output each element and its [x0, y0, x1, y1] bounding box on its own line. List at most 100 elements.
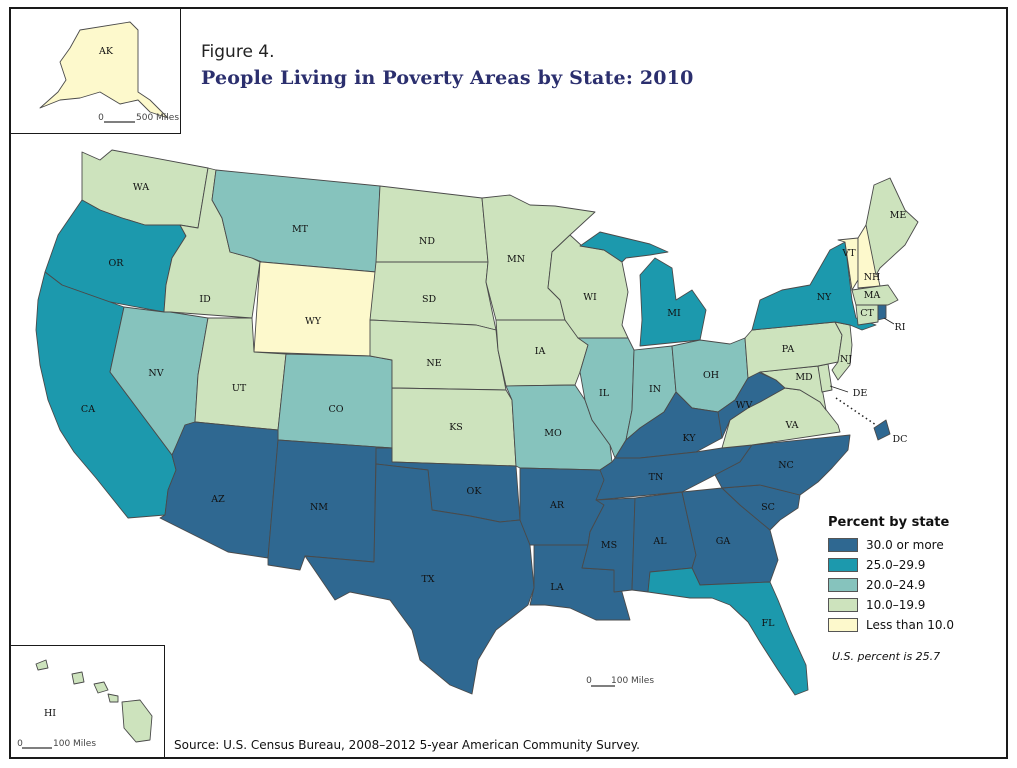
legend-swatch	[828, 618, 858, 632]
legend-swatch	[828, 578, 858, 592]
label-ME: ME	[890, 210, 907, 221]
label-VA: VA	[784, 420, 798, 431]
scale-zero-alaska: 0	[98, 113, 104, 123]
label-TN: TN	[649, 472, 664, 483]
label-NV: NV	[148, 368, 163, 379]
label-NM: NM	[310, 502, 328, 513]
label-IA: IA	[535, 346, 546, 357]
label-AK: AK	[98, 46, 114, 57]
label-PA: PA	[782, 344, 795, 355]
legend: Percent by state 30.0 or more 25.0–29.9 …	[828, 515, 998, 636]
label-LA: LA	[550, 582, 563, 593]
label-DC: DC	[893, 434, 908, 445]
legend-label: Less than 10.0	[866, 618, 954, 632]
legend-item: Less than 10.0	[828, 616, 998, 634]
label-OK: OK	[467, 486, 483, 497]
state-NC	[714, 434, 851, 496]
legend-item: 10.0–19.9	[828, 596, 998, 614]
state-AZ	[159, 421, 279, 559]
label-KS: KS	[449, 422, 463, 433]
state-FL	[647, 567, 809, 696]
ri-leader-line	[883, 317, 895, 325]
scale-zero-main: 0	[586, 676, 592, 686]
state-NJ	[831, 321, 853, 381]
scale-bar-alaska: 0 500 Miles	[98, 113, 179, 123]
legend-swatch	[828, 558, 858, 572]
label-CA: CA	[81, 404, 95, 415]
state-CO	[277, 353, 393, 449]
us-percent-note: U.S. percent is 25.7	[832, 650, 941, 663]
label-ID: ID	[199, 294, 211, 305]
label-OH: OH	[703, 370, 719, 381]
dc-leader-line	[835, 397, 877, 426]
label-NH: NH	[864, 272, 881, 283]
state-NH	[857, 224, 881, 289]
figure-title: People Living in Poverty Areas by State:…	[201, 67, 694, 89]
state-MI	[579, 231, 707, 347]
label-NE: NE	[426, 358, 441, 369]
hawaii-inset-frame	[9, 645, 165, 759]
label-VT: VT	[841, 248, 856, 259]
label-MD: MD	[795, 372, 813, 383]
label-MN: MN	[507, 254, 525, 265]
state-AK	[39, 21, 169, 119]
label-UT: UT	[232, 383, 247, 394]
state-RI	[877, 304, 887, 321]
label-DE: DE	[853, 388, 868, 399]
legend-swatch	[828, 598, 858, 612]
state-HI	[35, 659, 153, 743]
label-MA: MA	[864, 290, 881, 301]
state-IL	[577, 337, 635, 459]
label-AZ: AZ	[210, 494, 225, 505]
scale-label-main: 100 Miles	[611, 676, 654, 686]
label-SC: SC	[761, 502, 775, 513]
label-SD: SD	[422, 294, 437, 305]
label-WA: WA	[133, 182, 149, 193]
label-MT: MT	[292, 224, 309, 235]
legend-label: 10.0–19.9	[866, 598, 926, 612]
label-AR: AR	[549, 500, 565, 511]
state-ME	[865, 177, 919, 276]
legend-label: 30.0 or more	[866, 538, 944, 552]
source-note: Source: U.S. Census Bureau, 2008–2012 5-…	[174, 738, 640, 752]
scale-bar-main: 0 100 Miles	[586, 676, 654, 687]
label-GA: GA	[716, 536, 731, 547]
legend-item: 25.0–29.9	[828, 556, 998, 574]
label-WI: WI	[583, 292, 597, 303]
state-DC	[873, 419, 891, 441]
scale-zero-hawaii: 0	[17, 739, 23, 749]
label-AL: AL	[652, 536, 667, 547]
label-NJ: NJ	[840, 354, 852, 365]
label-MO: MO	[544, 428, 562, 439]
legend-item: 30.0 or more	[828, 536, 998, 554]
label-NY: NY	[817, 292, 832, 303]
legend-label: 20.0–24.9	[866, 578, 926, 592]
label-FL: FL	[762, 618, 776, 629]
label-WY: WY	[305, 316, 322, 327]
label-HI: HI	[44, 708, 56, 719]
label-NC: NC	[778, 460, 794, 471]
scale-label-hawaii: 100 Miles	[53, 739, 96, 749]
label-CT: CT	[860, 308, 874, 319]
label-MS: MS	[601, 540, 617, 551]
label-IN: IN	[649, 384, 661, 395]
label-TX: TX	[421, 574, 434, 585]
state-TX	[304, 463, 535, 695]
state-CT	[855, 304, 879, 326]
legend-swatch	[828, 538, 858, 552]
figure-number: Figure 4.	[201, 42, 275, 62]
label-RI: RI	[895, 322, 906, 333]
state-ND	[375, 185, 489, 263]
de-leader-line	[829, 385, 849, 393]
scale-label-alaska: 500 Miles	[136, 113, 179, 123]
legend-title: Percent by state	[828, 515, 950, 530]
state-VT	[837, 237, 859, 291]
label-MI: MI	[667, 308, 681, 319]
label-CO: CO	[328, 404, 343, 415]
label-ND: ND	[419, 236, 435, 247]
scale-bar-hawaii: 0 100 Miles	[17, 739, 96, 749]
label-OR: OR	[109, 258, 125, 269]
alaska-inset-frame	[9, 7, 181, 134]
label-IL: IL	[599, 388, 610, 399]
